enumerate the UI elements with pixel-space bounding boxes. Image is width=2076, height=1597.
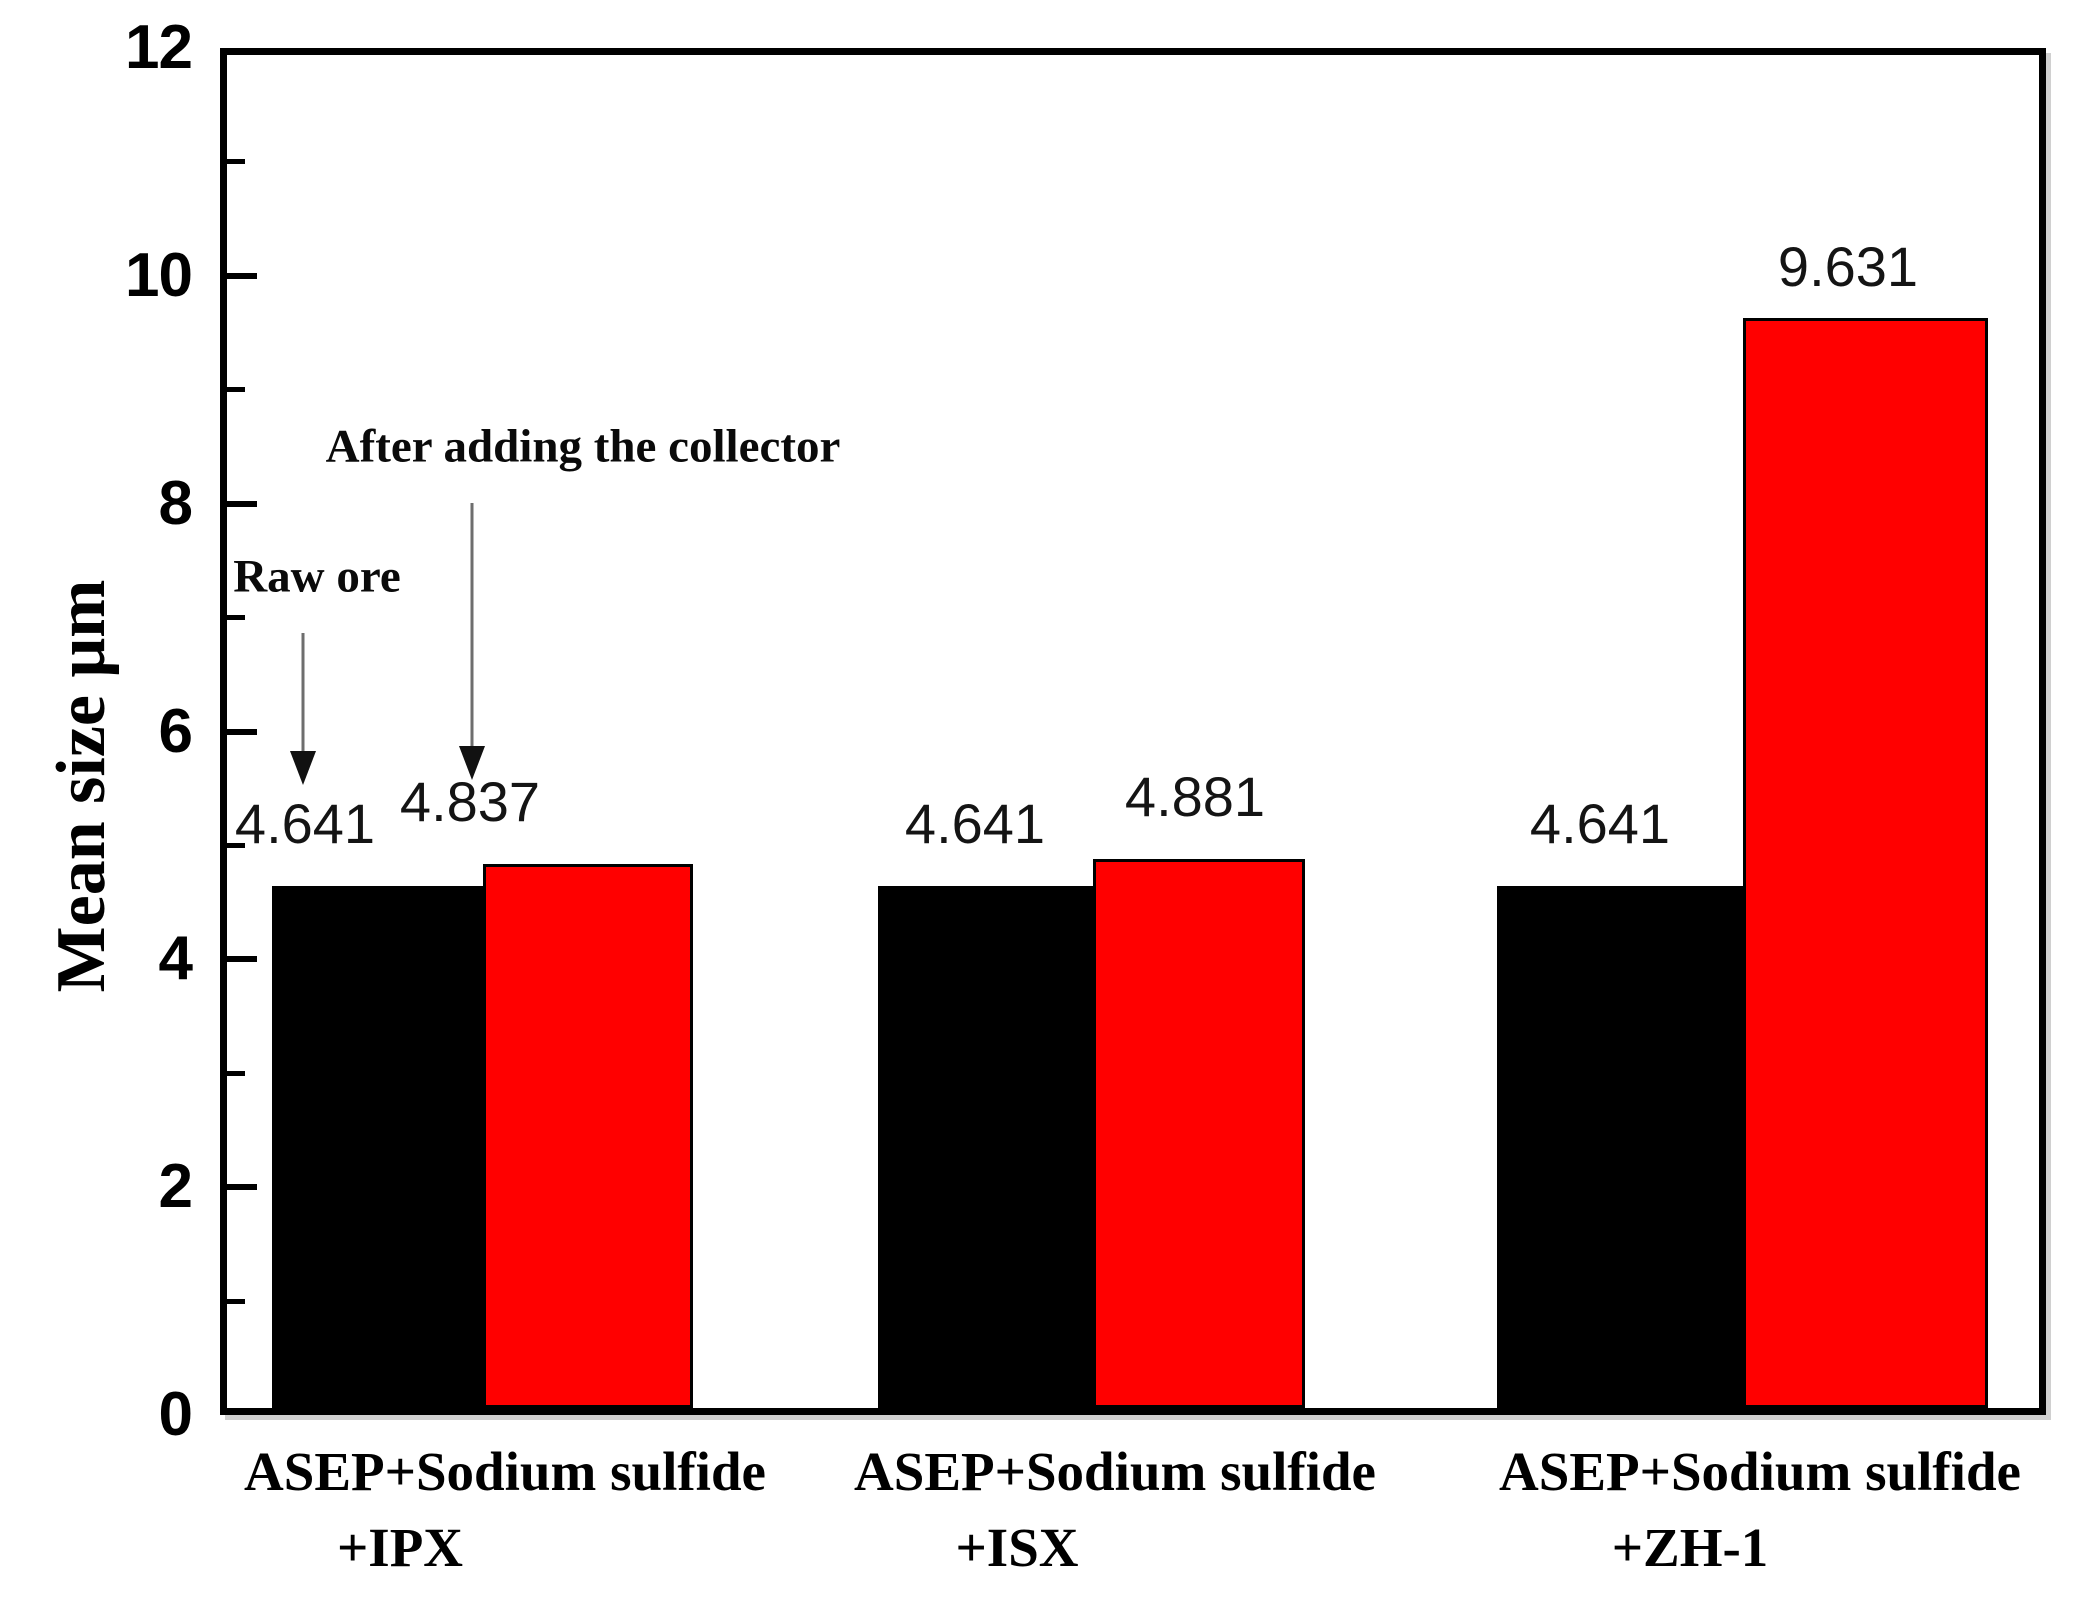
y-axis-title: Mean size μm <box>43 579 120 993</box>
x-label-group1-line2: +IPX <box>336 1517 464 1578</box>
annotation-after-adding-collector: After adding the collector <box>325 420 841 473</box>
bar-value-label: 4.881 <box>1124 765 1266 828</box>
raw-ore-bar <box>878 886 1093 1408</box>
raw-ore-arrow-head-icon <box>290 751 316 785</box>
y-minor-tick <box>227 387 245 393</box>
y-tick-label: 6 <box>158 696 193 766</box>
y-major-tick <box>227 500 257 507</box>
bar-value-label: 4.641 <box>234 792 376 855</box>
x-label-group3-line1: ASEP+Sodium sulfide <box>1499 1441 2021 1502</box>
y-major-tick <box>227 728 257 735</box>
annotation-raw-ore: Raw ore <box>233 550 401 603</box>
y-major-tick <box>227 956 257 963</box>
bar-value-label: 4.641 <box>904 792 1046 855</box>
x-label-group2-line2: +ISX <box>955 1517 1079 1578</box>
y-minor-tick <box>227 1070 245 1076</box>
y-major-tick <box>227 1184 257 1191</box>
raw-ore-bar <box>272 886 483 1408</box>
y-tick-label: 12 <box>125 13 193 82</box>
collector-bar <box>1093 858 1305 1408</box>
raw-ore-arrow-line <box>301 633 305 751</box>
bar-value-label: 4.837 <box>399 770 541 833</box>
collector-bar <box>1743 317 1988 1408</box>
x-label-group3-line2: +ZH-1 <box>1611 1517 1769 1578</box>
collector-bar <box>483 863 693 1408</box>
bar-value-label: 9.631 <box>1777 235 1919 298</box>
y-tick-label: 0 <box>158 1380 193 1449</box>
y-tick-label: 8 <box>158 468 193 538</box>
plot-area-frame <box>220 48 2046 1415</box>
y-tick-label: 10 <box>125 240 193 310</box>
y-major-tick <box>227 272 257 279</box>
y-minor-tick <box>227 842 245 848</box>
collector-arrow-line <box>470 503 474 746</box>
x-label-group2-line1: ASEP+Sodium sulfide <box>854 1441 1376 1502</box>
collector-arrow-head-icon <box>459 746 485 780</box>
bar-value-label: 4.641 <box>1529 792 1671 855</box>
raw-ore-bar <box>1497 886 1743 1408</box>
y-minor-tick <box>227 159 245 165</box>
y-minor-tick <box>227 1298 245 1304</box>
x-label-group1-line1: ASEP+Sodium sulfide <box>244 1441 766 1502</box>
y-tick-label: 4 <box>158 924 193 994</box>
y-minor-tick <box>227 615 245 621</box>
y-tick-label: 2 <box>158 1152 193 1222</box>
